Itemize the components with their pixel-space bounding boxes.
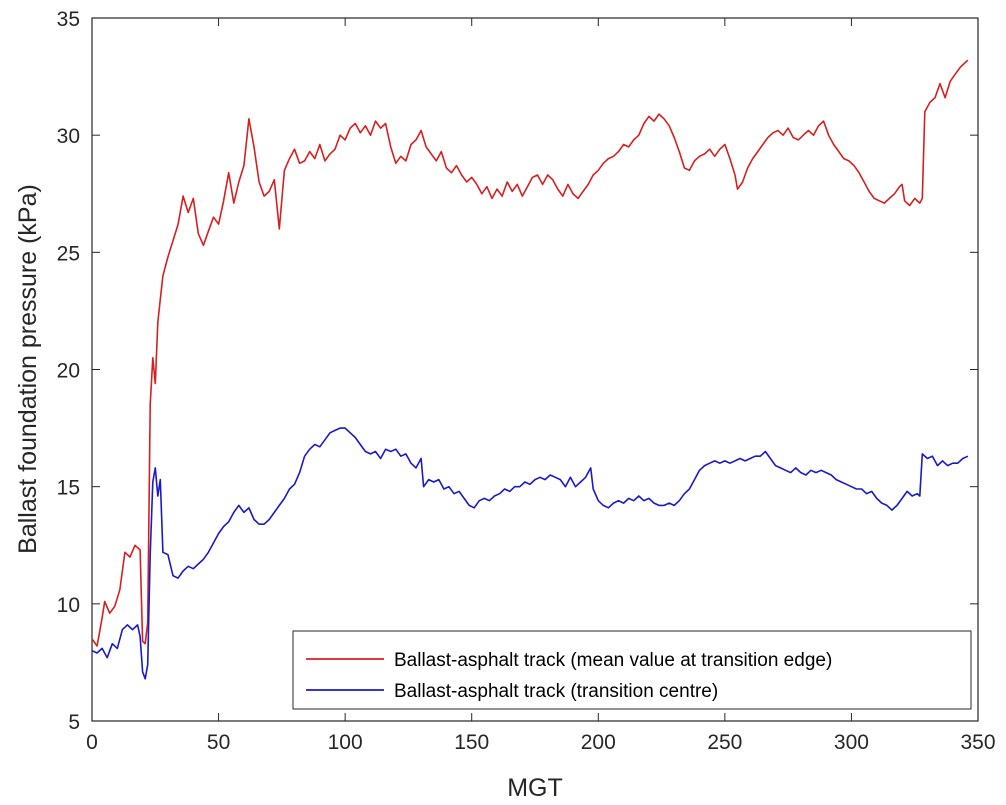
x-tick-label: 250	[707, 731, 742, 754]
legend: Ballast-asphalt track (mean value at tra…	[292, 630, 972, 710]
plot-area	[91, 17, 979, 722]
axis-ticks: 0 50 100 150 200 250 300 350 5 10 15 20 25 30 35	[57, 8, 996, 754]
y-tick-label: 5	[68, 711, 80, 734]
y-tick-label: 20	[57, 360, 80, 383]
y-tick-label: 15	[57, 477, 80, 500]
series-layer	[91, 59, 969, 680]
series-line-transition-centre	[91, 427, 969, 680]
x-tick-label: 300	[834, 731, 869, 754]
y-tick-label: 35	[57, 8, 80, 31]
x-tick-label: 100	[328, 731, 363, 754]
x-axis-label: MGT	[507, 774, 563, 802]
legend-label-centre: Ballast-asphalt track (transition centre…	[394, 681, 718, 702]
x-tick-label: 200	[581, 731, 616, 754]
legend-label-edge: Ballast-asphalt track (mean value at tra…	[394, 650, 832, 671]
y-tick-label: 30	[57, 125, 80, 148]
legend-box	[292, 630, 972, 710]
x-tick-label: 50	[207, 731, 230, 754]
x-tick-label: 350	[960, 731, 995, 754]
y-axis-label: Ballast foundation pressure (kPa)	[14, 184, 42, 554]
y-tick-label: 10	[57, 594, 80, 617]
series-line-transition-edge	[91, 59, 969, 647]
x-tick-label: 150	[454, 731, 489, 754]
x-tick-label: 0	[86, 731, 98, 754]
y-tick-label: 25	[57, 242, 80, 265]
